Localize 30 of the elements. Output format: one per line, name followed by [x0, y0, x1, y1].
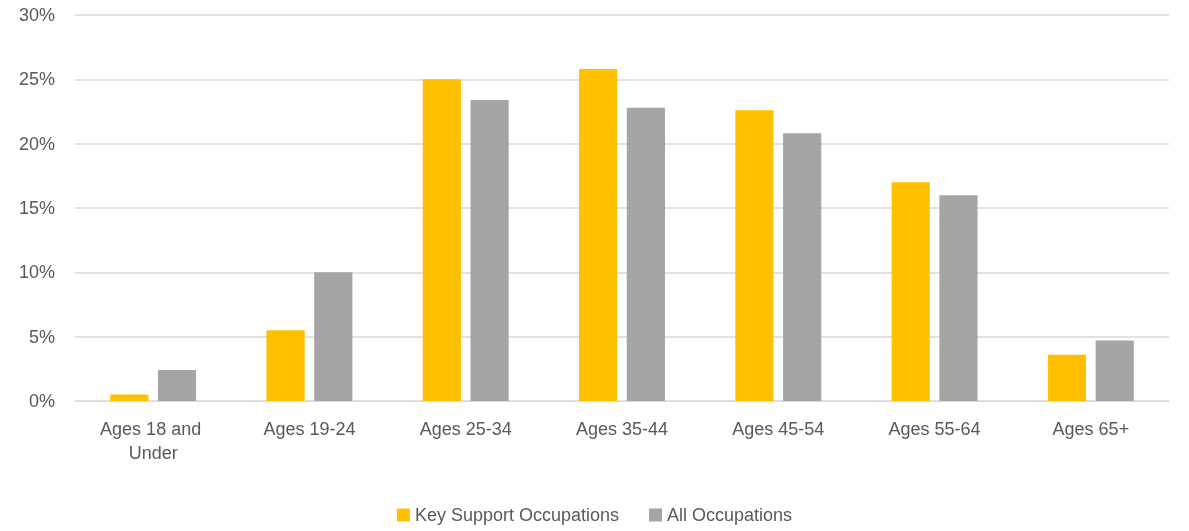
y-tick-label: 20%: [18, 133, 55, 154]
bar: [266, 330, 305, 401]
legend-label: All Occupations: [667, 505, 793, 525]
x-tick-label: Ages 35-44: [575, 419, 669, 439]
bar: [579, 69, 618, 401]
y-tick-label: 5%: [28, 326, 55, 347]
bar: [891, 182, 930, 401]
y-tick-label: 0%: [28, 391, 55, 411]
bar: [157, 370, 197, 401]
x-tick-label: Ages 25-34: [419, 419, 512, 439]
x-tick-label: Ages 18 and Under: [100, 419, 207, 463]
bar: [110, 394, 149, 401]
y-tick-label: 10%: [18, 262, 55, 283]
legend-label: Key Support Occupations: [414, 505, 620, 525]
x-tick-label: Ages 65+: [1052, 419, 1130, 439]
bar: [626, 107, 665, 401]
x-tick-label: Ages 45-54: [732, 419, 825, 439]
bar: [735, 110, 774, 401]
bar: [314, 272, 353, 401]
y-tick-label: 30%: [18, 5, 55, 25]
bar: [422, 79, 461, 401]
bar: [783, 133, 822, 401]
bar: [939, 195, 978, 401]
y-tick-label: 25%: [18, 69, 55, 90]
x-tick-label: Ages 55-64: [888, 419, 981, 439]
bar: [1095, 340, 1134, 401]
x-tick-label: Ages 19-24: [263, 419, 356, 439]
bar: [470, 99, 509, 401]
bar: [1047, 354, 1087, 401]
y-tick-label: 15%: [18, 198, 55, 218]
